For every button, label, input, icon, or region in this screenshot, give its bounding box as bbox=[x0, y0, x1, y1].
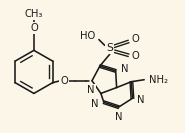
Text: N: N bbox=[137, 95, 145, 105]
Text: O: O bbox=[131, 34, 139, 44]
Text: HO: HO bbox=[80, 31, 95, 41]
Text: S: S bbox=[106, 43, 113, 53]
Text: CH₃: CH₃ bbox=[25, 9, 43, 19]
Text: N: N bbox=[121, 64, 128, 74]
Text: O: O bbox=[30, 23, 38, 33]
Text: O: O bbox=[131, 51, 139, 61]
Text: NH₂: NH₂ bbox=[149, 75, 168, 85]
Text: O: O bbox=[60, 76, 68, 86]
Text: N: N bbox=[115, 112, 122, 122]
Text: N: N bbox=[91, 99, 99, 109]
Text: N: N bbox=[87, 85, 95, 95]
